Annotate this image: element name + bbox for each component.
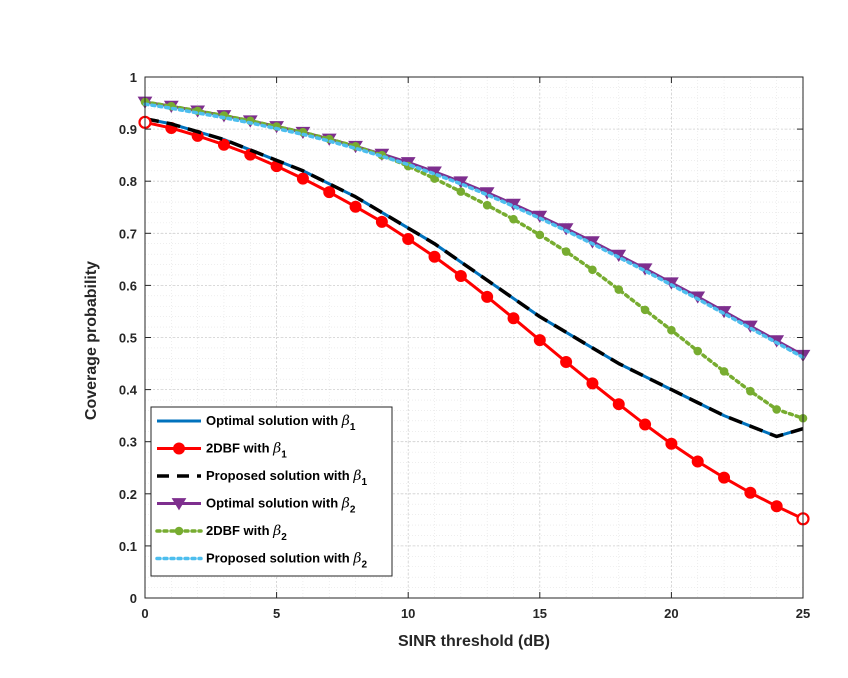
legend-entry-1: Optimal solution with β1 (157, 413, 356, 433)
data-point (612, 398, 625, 411)
y-tick-label: 1 (130, 70, 137, 85)
data-point (586, 377, 599, 390)
data-point (349, 200, 362, 213)
x-tick-label: 20 (664, 606, 678, 621)
x-tick-label: 10 (401, 606, 415, 621)
data-point (509, 214, 518, 224)
legend-label: Proposed solution with β1 (206, 468, 367, 488)
series-2 (139, 116, 809, 525)
legend-entry-3: Proposed solution with β1 (157, 468, 367, 488)
legend-entry-5: 2DBF with β2 (155, 523, 287, 543)
series-line (143, 102, 805, 360)
y-tick-label: 0.4 (119, 383, 138, 398)
data-point (323, 186, 336, 199)
legend-label: 2DBF with β2 (206, 523, 287, 543)
y-tick-label: 0.5 (119, 331, 137, 346)
series-line (144, 116, 804, 439)
data-point (639, 418, 652, 431)
legend-marker (171, 498, 187, 511)
data-point (375, 215, 388, 228)
series-group (137, 96, 811, 526)
data-point (296, 172, 309, 185)
legend-entry-4: Optimal solution with β2 (157, 496, 356, 516)
y-tick-label: 0 (130, 591, 137, 606)
legend-label: Optimal solution with β2 (206, 496, 356, 516)
data-point (481, 290, 494, 303)
legend: Optimal solution with β1 2DBF with β1 Prop… (150, 406, 393, 577)
legend-label: Proposed solution with β2 (206, 551, 367, 571)
x-tick-label: 15 (533, 606, 547, 621)
data-point (456, 187, 466, 196)
data-point (718, 471, 731, 484)
legend-marker (174, 526, 184, 536)
data-point (482, 200, 492, 210)
data-point (507, 312, 520, 325)
y-tick-label: 0.3 (119, 435, 137, 450)
data-point (719, 367, 729, 376)
data-point (561, 247, 571, 256)
x-tick-label: 5 (273, 606, 280, 621)
data-point (560, 355, 573, 368)
series-6 (143, 102, 805, 360)
data-point (746, 386, 755, 396)
legend-label: 2DBF with β1 (206, 441, 287, 461)
data-point (430, 174, 439, 183)
y-axis-label: Coverage probability (83, 261, 100, 420)
x-tick-label: 25 (796, 606, 810, 621)
y-tick-label: 0.8 (119, 174, 137, 189)
legend-entry-2: 2DBF with β1 (157, 441, 287, 461)
y-tick-label: 0.9 (119, 122, 137, 137)
y-tick-label: 0.2 (119, 487, 137, 502)
data-point (693, 346, 703, 356)
data-point (533, 334, 546, 347)
data-point (217, 138, 230, 151)
data-point (640, 305, 650, 315)
series-line (143, 100, 805, 421)
axes (144, 76, 804, 599)
y-tick-label: 0.6 (119, 278, 137, 293)
y-tick-label: 0.1 (119, 539, 137, 554)
legend-label: Optimal solution with β1 (206, 413, 356, 433)
series-3 (144, 116, 804, 439)
x-axis-label: SINR threshold (dB) (398, 633, 550, 650)
data-point (744, 486, 757, 499)
legend-entry-6: Proposed solution with β2 (155, 551, 367, 571)
y-tick-label: 0.7 (119, 226, 137, 241)
legend-box (150, 406, 393, 577)
data-point (614, 285, 624, 294)
data-point (428, 250, 441, 263)
data-point (665, 437, 678, 450)
legend-marker (173, 442, 185, 455)
data-point (772, 405, 781, 414)
data-point (402, 233, 415, 246)
data-point (588, 265, 597, 275)
data-point (535, 230, 545, 240)
series-5 (140, 97, 808, 423)
data-point (770, 500, 783, 513)
tick-labels: 0 5 10 15 20 25 0 0.1 0.2 0.3 0.4 0.5 0.6 0.7 0.8 0.9 1 (119, 70, 810, 621)
data-point (691, 455, 704, 468)
x-tick-label: 0 (141, 606, 148, 621)
data-point (667, 325, 676, 335)
data-point (454, 270, 467, 283)
